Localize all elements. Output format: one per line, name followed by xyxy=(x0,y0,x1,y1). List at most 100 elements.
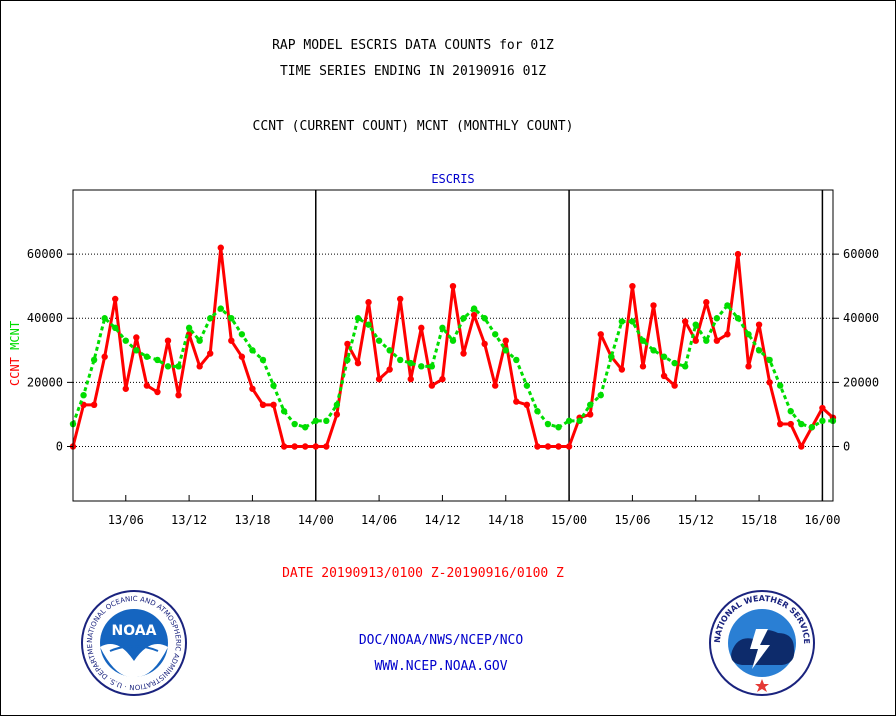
data-point-mcnt xyxy=(90,356,98,364)
data-point-ccnt xyxy=(787,420,794,428)
x-tick-label: 14/12 xyxy=(424,513,460,527)
data-point-ccnt xyxy=(449,282,457,290)
data-point-ccnt xyxy=(143,382,151,389)
data-point-ccnt xyxy=(819,404,826,412)
data-point-ccnt xyxy=(207,350,214,357)
data-point-mcnt xyxy=(354,315,362,322)
data-point-mcnt xyxy=(618,318,626,325)
data-point-mcnt xyxy=(629,318,636,325)
y-tick-label-right: 0 xyxy=(843,439,850,453)
data-point-mcnt xyxy=(787,408,794,415)
data-point-mcnt xyxy=(460,315,467,322)
y-axis-label-ccnt: CCNT xyxy=(8,357,22,386)
data-point-mcnt xyxy=(713,315,721,322)
data-point-ccnt xyxy=(766,379,773,386)
chart-title-line-2: TIME SERIES ENDING IN 20190916 01Z xyxy=(279,64,547,79)
data-point-mcnt xyxy=(249,347,256,354)
data-point-mcnt xyxy=(449,337,457,344)
data-point-ccnt xyxy=(798,443,805,450)
data-point-ccnt xyxy=(639,363,647,370)
data-point-ccnt xyxy=(249,385,256,392)
x-tick-label: 13/12 xyxy=(171,513,207,527)
data-point-ccnt xyxy=(492,382,499,389)
x-tick-label: 13/18 xyxy=(234,513,270,527)
data-point-ccnt xyxy=(481,340,488,348)
date-range-label: DATE 20190913/0100 Z-20190916/0100 Z xyxy=(282,566,564,581)
data-point-mcnt xyxy=(576,417,583,425)
data-point-mcnt xyxy=(217,305,224,312)
data-point-ccnt xyxy=(365,299,372,306)
data-point-mcnt xyxy=(639,337,647,344)
data-point-ccnt xyxy=(692,337,699,344)
data-point-ccnt xyxy=(90,401,98,409)
data-point-mcnt xyxy=(112,324,119,332)
data-point-mcnt xyxy=(755,347,763,354)
footer-url-line: WWW.NCEP.NOAA.GOV xyxy=(374,659,508,674)
data-point-ccnt xyxy=(354,359,362,367)
data-point-mcnt xyxy=(523,382,531,389)
y-tick-label-right: 60000 xyxy=(843,247,879,261)
data-point-ccnt xyxy=(217,244,224,251)
data-point-ccnt xyxy=(418,324,425,332)
x-tick-label: 15/06 xyxy=(614,513,650,527)
data-point-mcnt xyxy=(312,417,319,425)
data-point-ccnt xyxy=(513,398,520,405)
data-point-mcnt xyxy=(228,315,235,322)
data-point-mcnt xyxy=(439,324,446,332)
data-point-mcnt xyxy=(502,347,509,354)
data-point-mcnt xyxy=(143,353,151,360)
data-point-mcnt xyxy=(344,356,351,364)
data-point-ccnt xyxy=(650,302,657,309)
data-point-mcnt xyxy=(745,331,752,338)
data-point-ccnt xyxy=(302,443,309,450)
data-point-mcnt xyxy=(375,337,383,344)
y-tick-label-right: 40000 xyxy=(843,311,879,325)
data-point-ccnt xyxy=(112,295,119,303)
data-point-ccnt xyxy=(755,321,763,328)
data-point-mcnt xyxy=(270,382,277,389)
data-point-ccnt xyxy=(344,340,351,348)
data-point-mcnt xyxy=(492,331,499,338)
data-point-mcnt xyxy=(154,356,161,364)
data-point-ccnt xyxy=(397,295,404,303)
data-point-ccnt xyxy=(724,331,731,338)
data-point-mcnt xyxy=(565,417,573,425)
data-point-ccnt xyxy=(745,363,752,370)
x-tick-label: 15/18 xyxy=(741,513,777,527)
data-point-mcnt xyxy=(397,356,404,364)
data-point-ccnt xyxy=(776,420,784,428)
data-point-ccnt xyxy=(375,375,383,383)
data-point-ccnt xyxy=(534,443,541,450)
x-tick-label: 14/06 xyxy=(361,513,397,527)
data-point-mcnt xyxy=(819,417,826,425)
data-point-ccnt xyxy=(629,282,636,290)
data-point-mcnt xyxy=(175,363,182,370)
y-tick-label-left: 60000 xyxy=(27,247,63,261)
data-point-mcnt xyxy=(101,315,108,322)
data-point-ccnt xyxy=(407,375,414,383)
data-point-mcnt xyxy=(418,363,425,370)
data-point-ccnt xyxy=(164,337,172,344)
data-point-mcnt xyxy=(534,408,541,415)
data-point-ccnt xyxy=(523,401,531,409)
y-tick-label-left: 40000 xyxy=(27,311,63,325)
data-point-mcnt xyxy=(185,324,193,332)
data-point-mcnt xyxy=(280,408,288,415)
data-point-ccnt xyxy=(502,337,509,344)
data-point-mcnt xyxy=(608,353,615,360)
data-point-mcnt xyxy=(481,315,488,322)
data-point-mcnt xyxy=(692,321,699,328)
data-point-mcnt xyxy=(164,363,172,370)
data-point-mcnt xyxy=(407,359,414,367)
data-point-mcnt xyxy=(122,337,129,344)
data-point-mcnt xyxy=(544,420,552,428)
data-point-ccnt xyxy=(681,318,689,325)
y-tick-label-left: 20000 xyxy=(27,375,63,389)
nws-logo: NATIONAL WEATHER SERVICE xyxy=(709,590,815,696)
x-tick-label: 14/18 xyxy=(488,513,524,527)
data-point-mcnt xyxy=(798,420,805,428)
data-point-ccnt xyxy=(428,382,436,389)
data-point-mcnt xyxy=(724,302,731,309)
data-point-mcnt xyxy=(133,347,140,354)
footer-org-line: DOC/NOAA/NWS/NCEP/NCO xyxy=(358,633,524,648)
